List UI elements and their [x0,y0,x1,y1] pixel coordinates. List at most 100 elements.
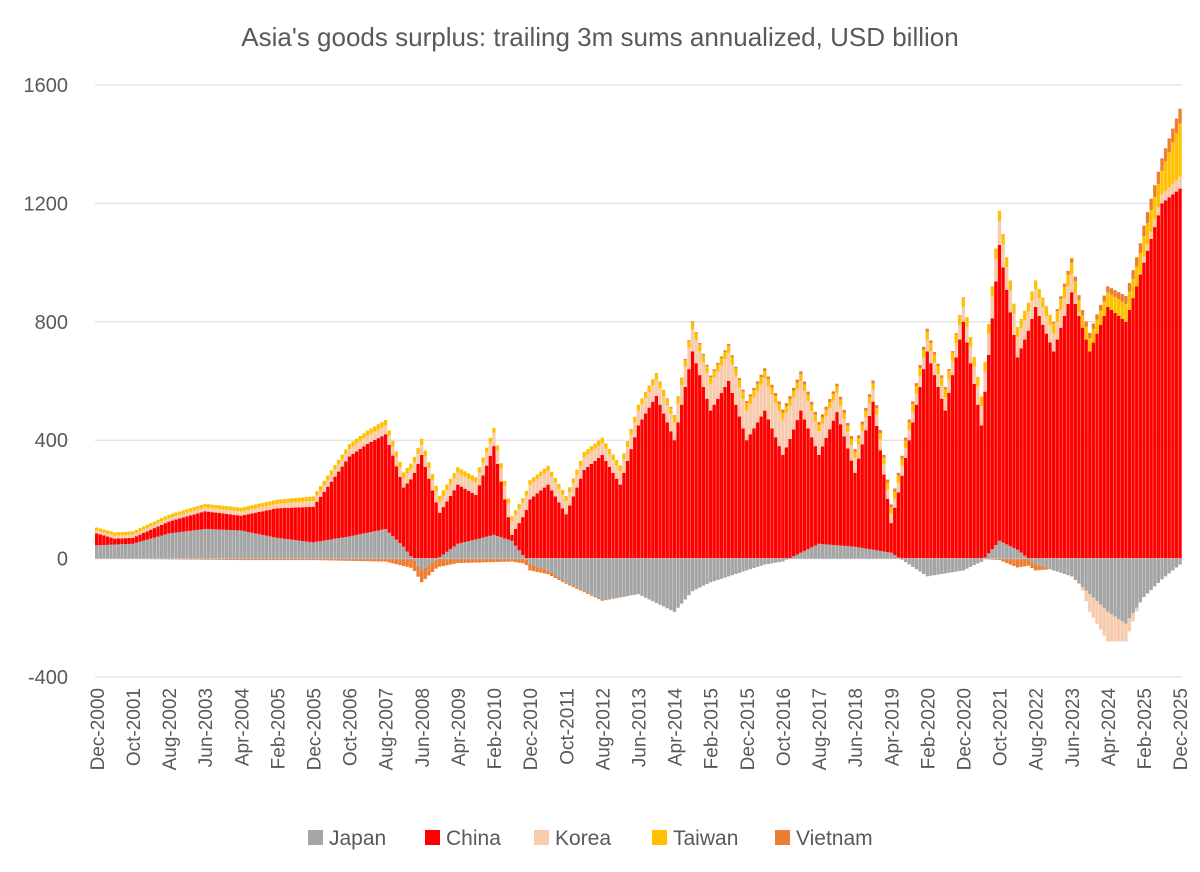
x-tick-label: Feb-2025 [1135,688,1156,769]
bar-segment-korea [463,476,467,489]
bar-segment-china [362,446,366,534]
bar-segment-korea [1015,336,1020,358]
bar-segment-china [604,460,608,559]
bar-segment-china [1124,321,1128,559]
bar-segment-japan [394,539,399,559]
bar-segment-korea [1051,333,1056,352]
bar-segment-japan [752,558,756,569]
bar-segment-korea [802,391,807,420]
bar-segment-taiwan [344,449,348,455]
bar-segment-china [315,501,319,542]
bar-segment-korea [394,456,399,467]
bar-segment-vietnam [253,558,258,561]
bar-segment-vietnam [246,558,250,561]
bar-segment-japan [203,529,207,559]
bar-segment-taiwan [481,457,485,463]
bar-segment-vietnam [885,479,890,483]
bar-segment-korea [748,404,752,435]
bar-segment-taiwan [896,475,901,483]
bar-segment-taiwan [1098,310,1103,325]
bar-segment-japan [1167,558,1171,574]
bar-segment-china [438,512,442,558]
bar-segment-korea [654,379,659,396]
bar-segment-japan [864,548,868,559]
bar-segment-korea [409,469,413,480]
bar-segment-taiwan [788,399,792,406]
bar-segment-taiwan [405,467,409,474]
bar-segment-korea [640,404,644,420]
bar-segment-china [759,416,763,559]
bar-segment-vietnam [1174,118,1179,133]
bar-segment-japan [123,544,128,559]
bar-segment-china [647,407,651,559]
bar-segment-vietnam [932,352,937,355]
bar-segment-china [503,499,507,539]
bar-segment-japan [264,535,269,559]
bar-segment-japan [726,558,731,577]
bar-segment-japan [412,558,417,561]
bar-segment-vietnam [997,558,1002,561]
bar-segment-korea [1070,274,1074,293]
bar-segment-vietnam [795,379,799,383]
bar-segment-taiwan [669,407,673,414]
bar-segment-vietnam [958,315,962,317]
bar-segment-taiwan [752,390,756,398]
bar-segment-china [405,483,409,552]
bar-segment-japan [828,544,832,559]
bar-segment-vietnam [275,558,279,561]
x-tick-label: Jun-2003 [196,688,217,767]
bar-segment-japan [972,558,976,566]
bar-segment-vietnam [911,401,915,405]
bar-segment-taiwan [842,412,846,419]
bar-segment-japan [160,535,164,559]
bar-segment-japan [1088,558,1092,595]
bar-segment-korea [669,413,673,432]
bar-segment-taiwan [253,504,258,509]
bar-segment-japan [701,558,706,586]
bar-segment-japan [416,558,420,566]
bar-segment-japan [134,542,139,559]
bar-segment-korea [1117,618,1121,642]
legend-item-japan: Japan [308,827,386,850]
bar-segment-japan [387,532,391,559]
bar-segment-vietnam [940,375,944,378]
bar-segment-korea [405,473,409,484]
bar-segment-korea [188,511,193,516]
bar-segment-vietnam [1124,295,1128,305]
x-tick-label: Oct-2006 [341,688,362,766]
bar-segment-vietnam [698,343,702,345]
bar-segment-korea [322,485,326,492]
bar-segment-china [488,455,492,536]
bar-segment-taiwan [1135,266,1139,287]
bar-segment-china [875,425,879,551]
bar-segment-korea [633,422,637,438]
bar-segment-taiwan [160,518,164,522]
bar-segment-taiwan [488,437,492,443]
bar-segment-taiwan [828,401,832,409]
bar-segment-korea [896,482,901,493]
bar-segment-vietnam [1109,288,1114,295]
bar-segment-korea [1008,290,1012,313]
bar-segment-korea [1055,321,1059,340]
bar-segment-korea [1145,244,1150,251]
bar-segment-japan [271,537,276,559]
bar-segment-korea [784,412,789,448]
bar-segment-vietnam [586,592,590,594]
bar-segment-taiwan [232,506,236,511]
bar-segment-vietnam [387,558,391,563]
bar-segment-taiwan [1127,291,1132,310]
bar-segment-vietnam [726,343,731,346]
bar-segment-japan [611,558,615,599]
bar-segment-china [1070,292,1074,559]
bar-segment-taiwan [1163,161,1168,191]
bar-segment-japan [925,558,929,577]
bar-segment-korea [1127,618,1132,632]
bar-segment-japan [365,532,370,559]
bar-segment-taiwan [1088,338,1092,352]
bar-segment-japan [734,558,738,574]
bar-segment-korea [723,359,727,387]
bar-segment-vietnam [510,558,514,562]
bar-segment-korea [607,454,612,467]
bar-segment-china [1102,315,1106,559]
bar-segment-korea [694,340,698,364]
